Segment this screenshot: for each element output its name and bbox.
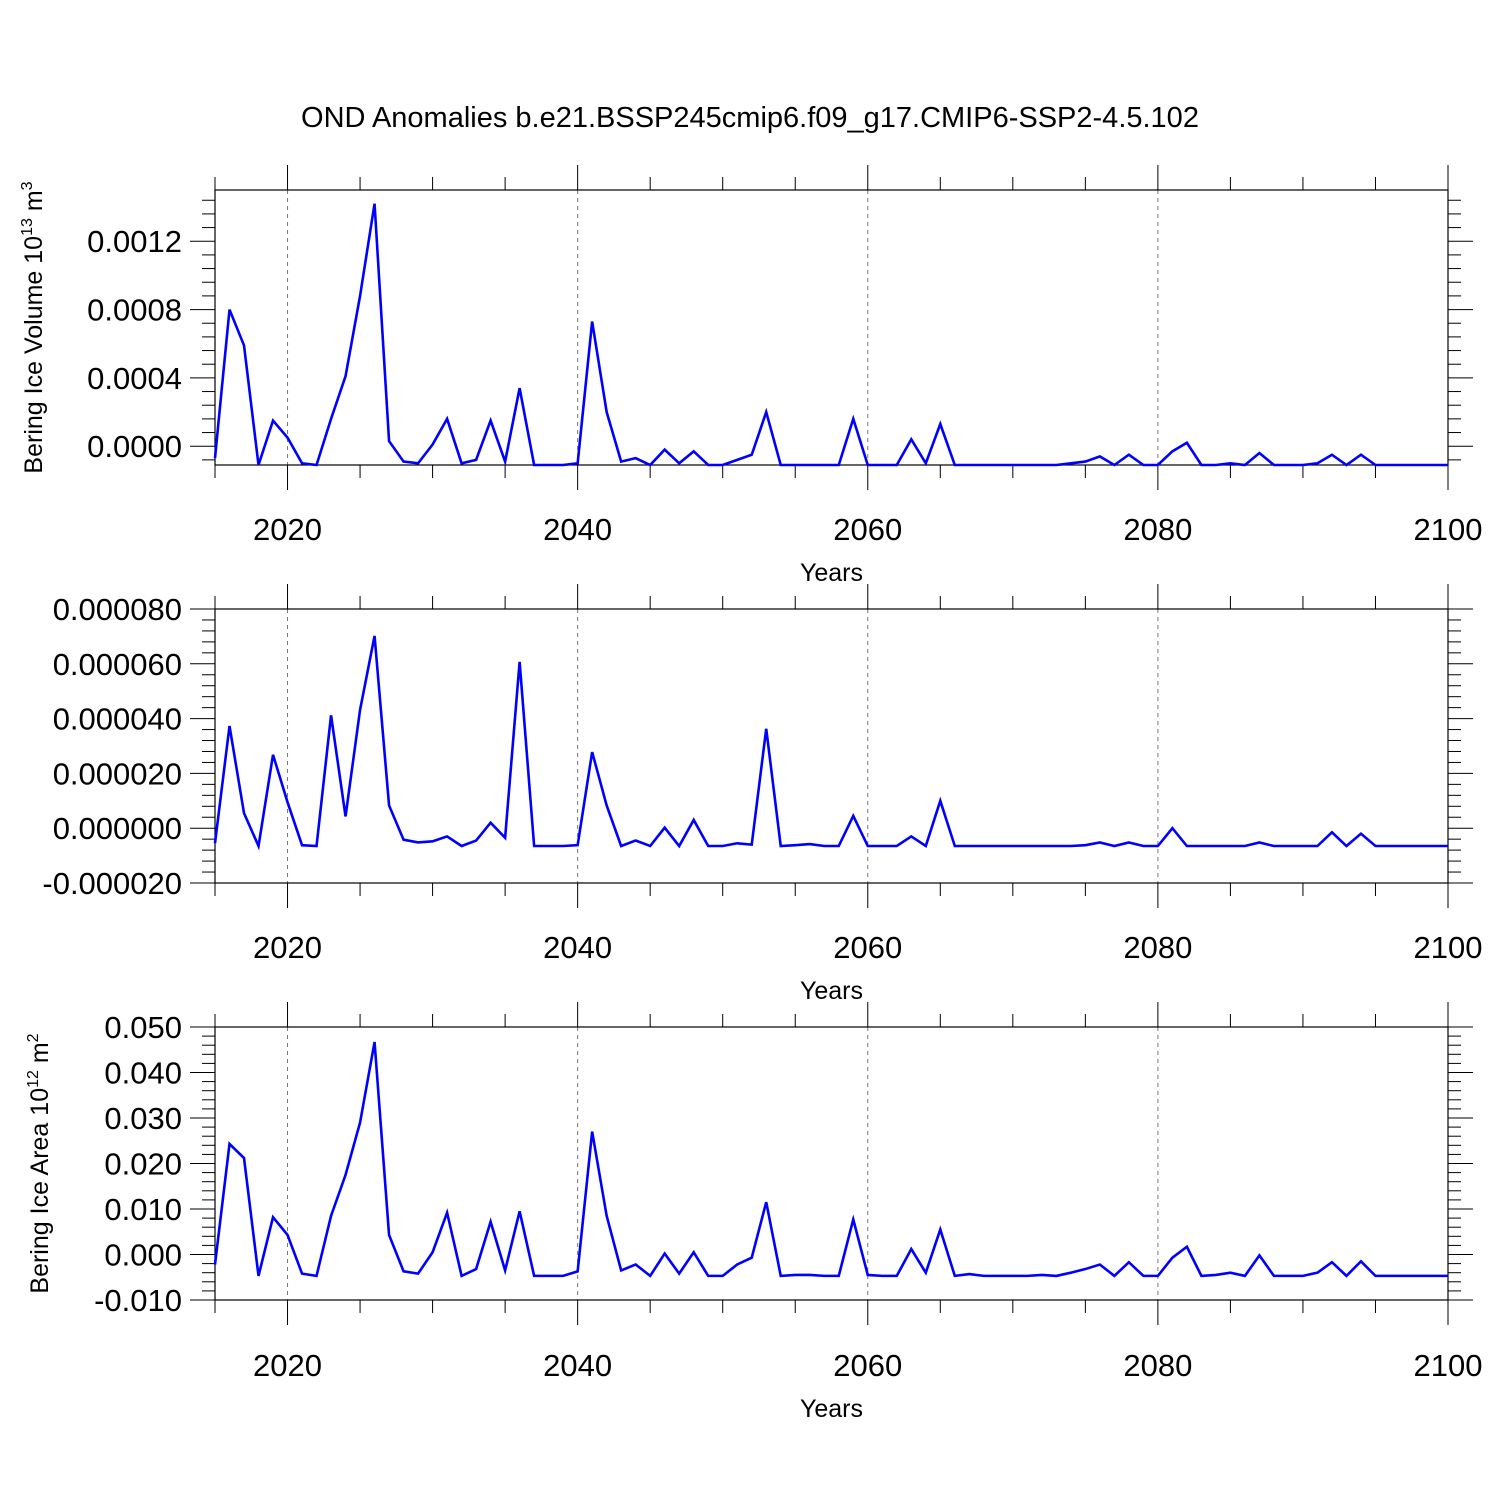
x-axis-title: Years	[800, 977, 863, 1005]
x-tick-label: 2100	[1414, 1348, 1483, 1383]
x-tick-label: 2080	[1123, 930, 1192, 965]
y-tick-label: 0.0004	[87, 361, 182, 396]
y-tick-label: 0.000000	[53, 811, 182, 846]
panels: 2020 2040 2060 2080 2100 Years 0.0000 0.0004 0.0…	[19, 165, 1482, 1423]
y-tick-label: -0.010	[94, 1283, 182, 1318]
x-tick-label: 2080	[1123, 1348, 1192, 1383]
x-tick-label: 2100	[1414, 512, 1483, 547]
x-tick-label: 2040	[543, 1348, 612, 1383]
x-tick-label: 2040	[543, 512, 612, 547]
panel-2: 2020 2040 2060 2080 2100 Years -0.000020 0.0000…	[42, 584, 1482, 1005]
panel-1: 2020 2040 2060 2080 2100 Years 0.0000 0.0004 0.0…	[19, 165, 1482, 587]
y-tick-label: 0.020	[104, 1147, 182, 1182]
y-tick-label: 0.000080	[53, 592, 182, 627]
y-tick-label: 0.010	[104, 1192, 182, 1227]
y-tick-label: -0.000020	[42, 866, 182, 901]
x-tick-label: 2060	[833, 930, 902, 965]
y-axis-title: Bering Ice Volume 1013 m3	[19, 181, 48, 473]
y-tick-label: 0.000	[104, 1238, 182, 1273]
figure-title: OND Anomalies b.e21.BSSP245cmip6.f09_g17…	[301, 102, 1199, 134]
x-tick-label: 2060	[833, 1348, 902, 1383]
x-tick-label: 2020	[253, 1348, 322, 1383]
y-tick-label: 0.0000	[87, 429, 182, 464]
y-tick-label: 0.000040	[53, 702, 182, 737]
y-tick-label: 0.050	[104, 1010, 182, 1045]
x-tick-label: 2080	[1123, 512, 1192, 547]
x-axis-title: Years	[800, 559, 863, 587]
x-tick-label: 2040	[543, 930, 612, 965]
series-line-1	[213, 635, 1448, 851]
y-tick-label: 0.030	[104, 1101, 182, 1136]
x-axis-title: Years	[800, 1395, 863, 1423]
y-axis-title: Bering Ice Area 1012 m2	[25, 1033, 54, 1293]
x-tick-label: 2060	[833, 512, 902, 547]
x-tick-label: 2020	[253, 512, 322, 547]
y-tick-label: 0.000020	[53, 756, 182, 791]
y-tick-label: 0.0012	[87, 224, 182, 259]
x-tick-label: 2020	[253, 930, 322, 965]
x-tick-label: 2100	[1414, 930, 1483, 965]
plot-frame	[214, 608, 1449, 884]
series-line-1	[213, 1041, 1448, 1278]
y-tick-label: 0.040	[104, 1056, 182, 1091]
y-tick-label: 0.000060	[53, 647, 182, 682]
panel-3: 2020 2040 2060 2080 2100 Years -0.010 0.000 0.01…	[25, 1002, 1482, 1423]
series-line-1	[213, 203, 1448, 467]
y-tick-label: 0.0008	[87, 293, 182, 328]
